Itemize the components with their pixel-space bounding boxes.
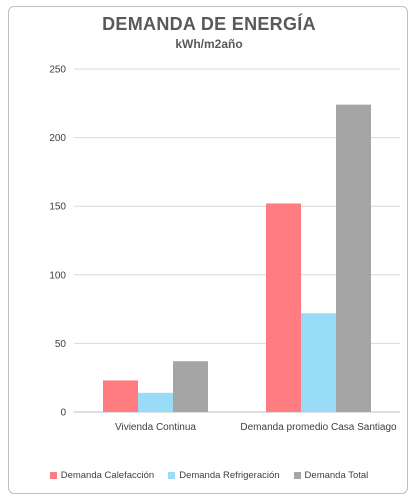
legend: Demanda Calefacción Demanda Refrigeració…: [0, 470, 418, 481]
y-tick-label-250: 250: [49, 65, 66, 76]
legend-item-calefaccion: Demanda Calefacción: [49, 470, 155, 481]
legend-label-refrigeracion: Demanda Refrigeración: [179, 470, 280, 481]
bar-1-1: [301, 313, 336, 412]
y-tick-label-0: 0: [60, 408, 66, 419]
bar-0-2: [173, 361, 208, 412]
legend-swatch-calefaccion: [49, 472, 57, 479]
bar-0-0: [103, 380, 138, 412]
chart-subtitle: kWh/m2año: [175, 37, 243, 51]
legend-swatch-refrigeracion: [168, 472, 176, 479]
bar-chart: 0 50 100 150 200 250 Vivienda Continua Demanda …: [49, 65, 400, 434]
bar-1-0: [266, 203, 301, 412]
y-tick-label-200: 200: [49, 133, 66, 144]
bar-1-2: [336, 104, 371, 412]
axes: 0 50 100 150 200 250 Vivienda Continua Demanda …: [49, 65, 397, 434]
legend-label-calefaccion: Demanda Calefacción: [60, 470, 155, 481]
x-category-label-0: Vivienda Continua: [115, 422, 196, 433]
legend-label-total: Demanda Total: [304, 470, 369, 481]
x-category-label-1: Demanda promedio Casa Santiago: [240, 422, 397, 433]
y-tick-label-50: 50: [55, 339, 67, 350]
chart-title: DEMANDA DE ENERGÍA: [102, 14, 316, 34]
bar-0-1: [138, 392, 173, 412]
bars: [103, 104, 371, 412]
legend-swatch-total: [293, 472, 301, 479]
y-tick-label-150: 150: [49, 202, 66, 213]
legend-item-total: Demanda Total: [293, 470, 369, 481]
y-tick-label-100: 100: [49, 270, 66, 281]
legend-item-refrigeracion: Demanda Refrigeración: [168, 470, 280, 481]
